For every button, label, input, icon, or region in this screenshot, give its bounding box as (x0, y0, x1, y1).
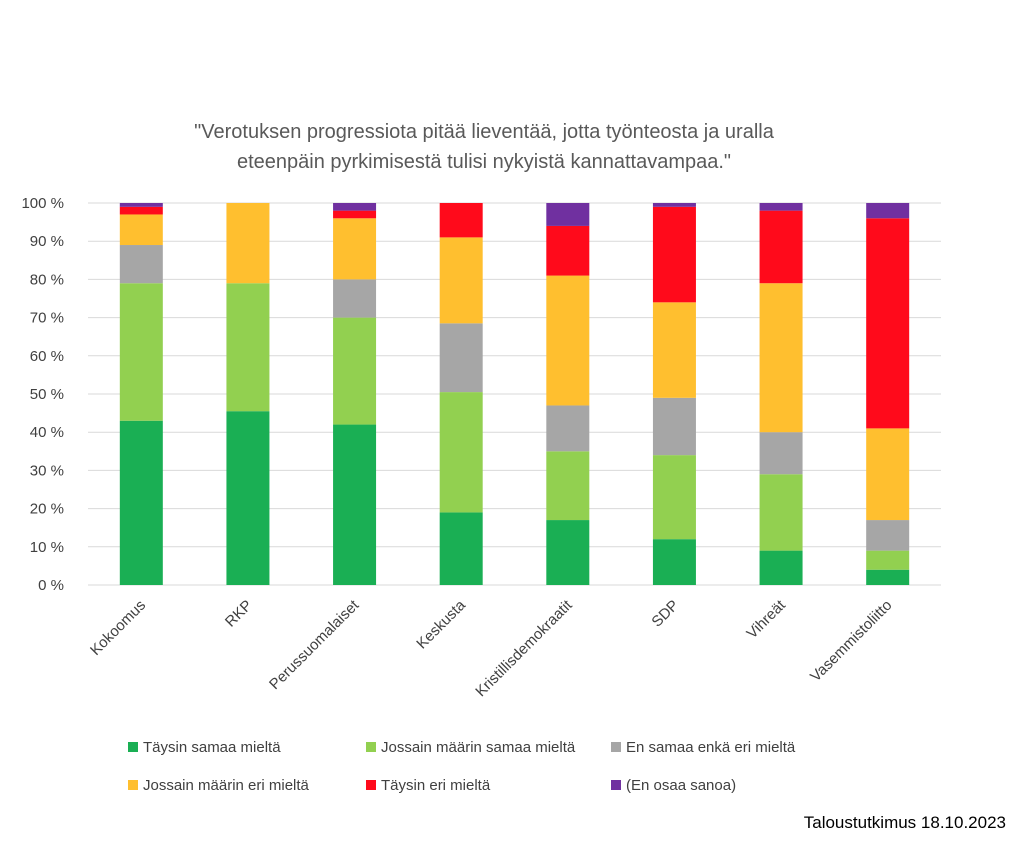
bar-stack (759, 203, 803, 585)
bar-segment (546, 405, 590, 452)
y-tick-label: 40 % (30, 424, 64, 441)
bar-segment (866, 428, 910, 521)
chart-title-line-2: eteenpäin pyrkimisestä tulisi nykyistä k… (237, 151, 731, 173)
legend-label: (En osaa sanoa) (626, 777, 736, 794)
bar-segment (652, 203, 696, 207)
legend-swatch (128, 742, 138, 752)
source-credit: Taloustutkimus 18.10.2023 (804, 813, 1006, 832)
gridlines (88, 202, 941, 586)
bar-segment (546, 275, 590, 406)
bar-segment (119, 203, 163, 207)
legend-label: Täysin samaa mieltä (143, 739, 281, 756)
y-tick-label: 30 % (30, 462, 64, 479)
bar-segment (439, 323, 483, 393)
bar-segment (439, 237, 483, 324)
bar-segment (333, 317, 377, 425)
y-tick-label: 10 % (30, 539, 64, 556)
y-tick-label: 20 % (30, 501, 64, 518)
x-axis-category-labels: Kokoomus RKP Perussuomalaiset Keskusta Krist… (87, 596, 896, 700)
bar-segment (546, 520, 590, 585)
x-category-label: Keskusta (413, 596, 469, 652)
bar-segment (652, 206, 696, 303)
x-category-label: RKP (222, 597, 256, 631)
bar-segment (652, 397, 696, 456)
bar-segment (439, 203, 483, 238)
bar-stack (119, 203, 163, 585)
bar-segment (759, 550, 803, 585)
bar-segment (119, 283, 163, 421)
legend-swatch (611, 780, 621, 790)
bar-segment (652, 539, 696, 585)
bar-segment (866, 203, 910, 219)
y-tick-label: 50 % (30, 386, 64, 403)
chart-title: "Verotuksen progressiota pitää lieventää… (194, 121, 775, 173)
bar-stack (866, 203, 910, 585)
bar-segment (866, 218, 910, 429)
legend-label: Jossain määrin eri mieltä (143, 777, 310, 794)
bar-stack (652, 203, 696, 585)
legend-label: En samaa enkä eri mieltä (626, 739, 796, 756)
legend-label: Jossain määrin samaa mieltä (381, 739, 576, 756)
legend-swatch (366, 780, 376, 790)
bar-segment (439, 512, 483, 585)
legend-item: Täysin eri mieltä (366, 777, 491, 794)
bar-segment (546, 225, 590, 276)
bar-segment (119, 214, 163, 246)
bar-segment (652, 302, 696, 398)
y-tick-label: 90 % (30, 233, 64, 250)
bar-stack (333, 203, 377, 585)
bar-segment (333, 210, 377, 219)
bar-segment (333, 424, 377, 585)
bar-segment (759, 474, 803, 551)
bar-segment (333, 218, 377, 280)
legend-item: Jossain määrin samaa mieltä (366, 739, 576, 756)
legend-item: Jossain määrin eri mieltä (128, 777, 310, 794)
bar-stack (546, 203, 590, 585)
legend-item: (En osaa sanoa) (611, 777, 736, 794)
y-tick-label: 100 % (21, 195, 64, 212)
x-category-label: Kokoomus (87, 597, 149, 659)
bar-segment (759, 283, 803, 433)
bar-segment (759, 432, 803, 475)
x-category-label: Vihreät (743, 596, 789, 642)
bar-segment (333, 279, 377, 318)
bar-segment (546, 451, 590, 521)
bars (119, 203, 910, 585)
bar-segment (439, 392, 483, 513)
bar-segment (226, 203, 270, 284)
x-category-label: Vasemmistoliitto (807, 597, 895, 685)
legend: Täysin samaa mieltä Jossain määrin samaa … (128, 739, 796, 794)
bar-segment (866, 550, 910, 570)
y-tick-label: 60 % (30, 348, 64, 365)
bar-segment (759, 210, 803, 284)
x-category-label: Kristillisdemokraatit (472, 596, 576, 700)
y-tick-label: 70 % (30, 310, 64, 327)
y-tick-label: 0 % (38, 577, 64, 594)
x-category-label: Perussuomalaiset (266, 596, 363, 693)
y-axis-tick-labels: 0 % 10 % 20 % 30 % 40 % 50 % 60 % 70 % 80 % 90 % 1… (21, 195, 64, 594)
chart-title-line-1: "Verotuksen progressiota pitää lieventää… (194, 121, 775, 143)
bar-segment (226, 283, 270, 412)
bar-stack (439, 203, 483, 585)
legend-item: Täysin samaa mieltä (128, 739, 281, 756)
bar-segment (866, 569, 910, 585)
bar-segment (119, 245, 163, 284)
bar-segment (333, 203, 377, 211)
legend-label: Täysin eri mieltä (381, 777, 491, 794)
bar-segment (119, 206, 163, 215)
legend-item: En samaa enkä eri mieltä (611, 739, 796, 756)
bar-stack (226, 203, 270, 585)
legend-swatch (366, 742, 376, 752)
legend-swatch (611, 742, 621, 752)
x-category-label: SDP (648, 597, 682, 631)
bar-segment (759, 203, 803, 211)
bar-segment (226, 411, 270, 585)
bar-segment (866, 520, 910, 551)
y-tick-label: 80 % (30, 271, 64, 288)
legend-swatch (128, 780, 138, 790)
bar-segment (546, 203, 590, 226)
bar-segment (652, 455, 696, 540)
bar-segment (119, 420, 163, 585)
